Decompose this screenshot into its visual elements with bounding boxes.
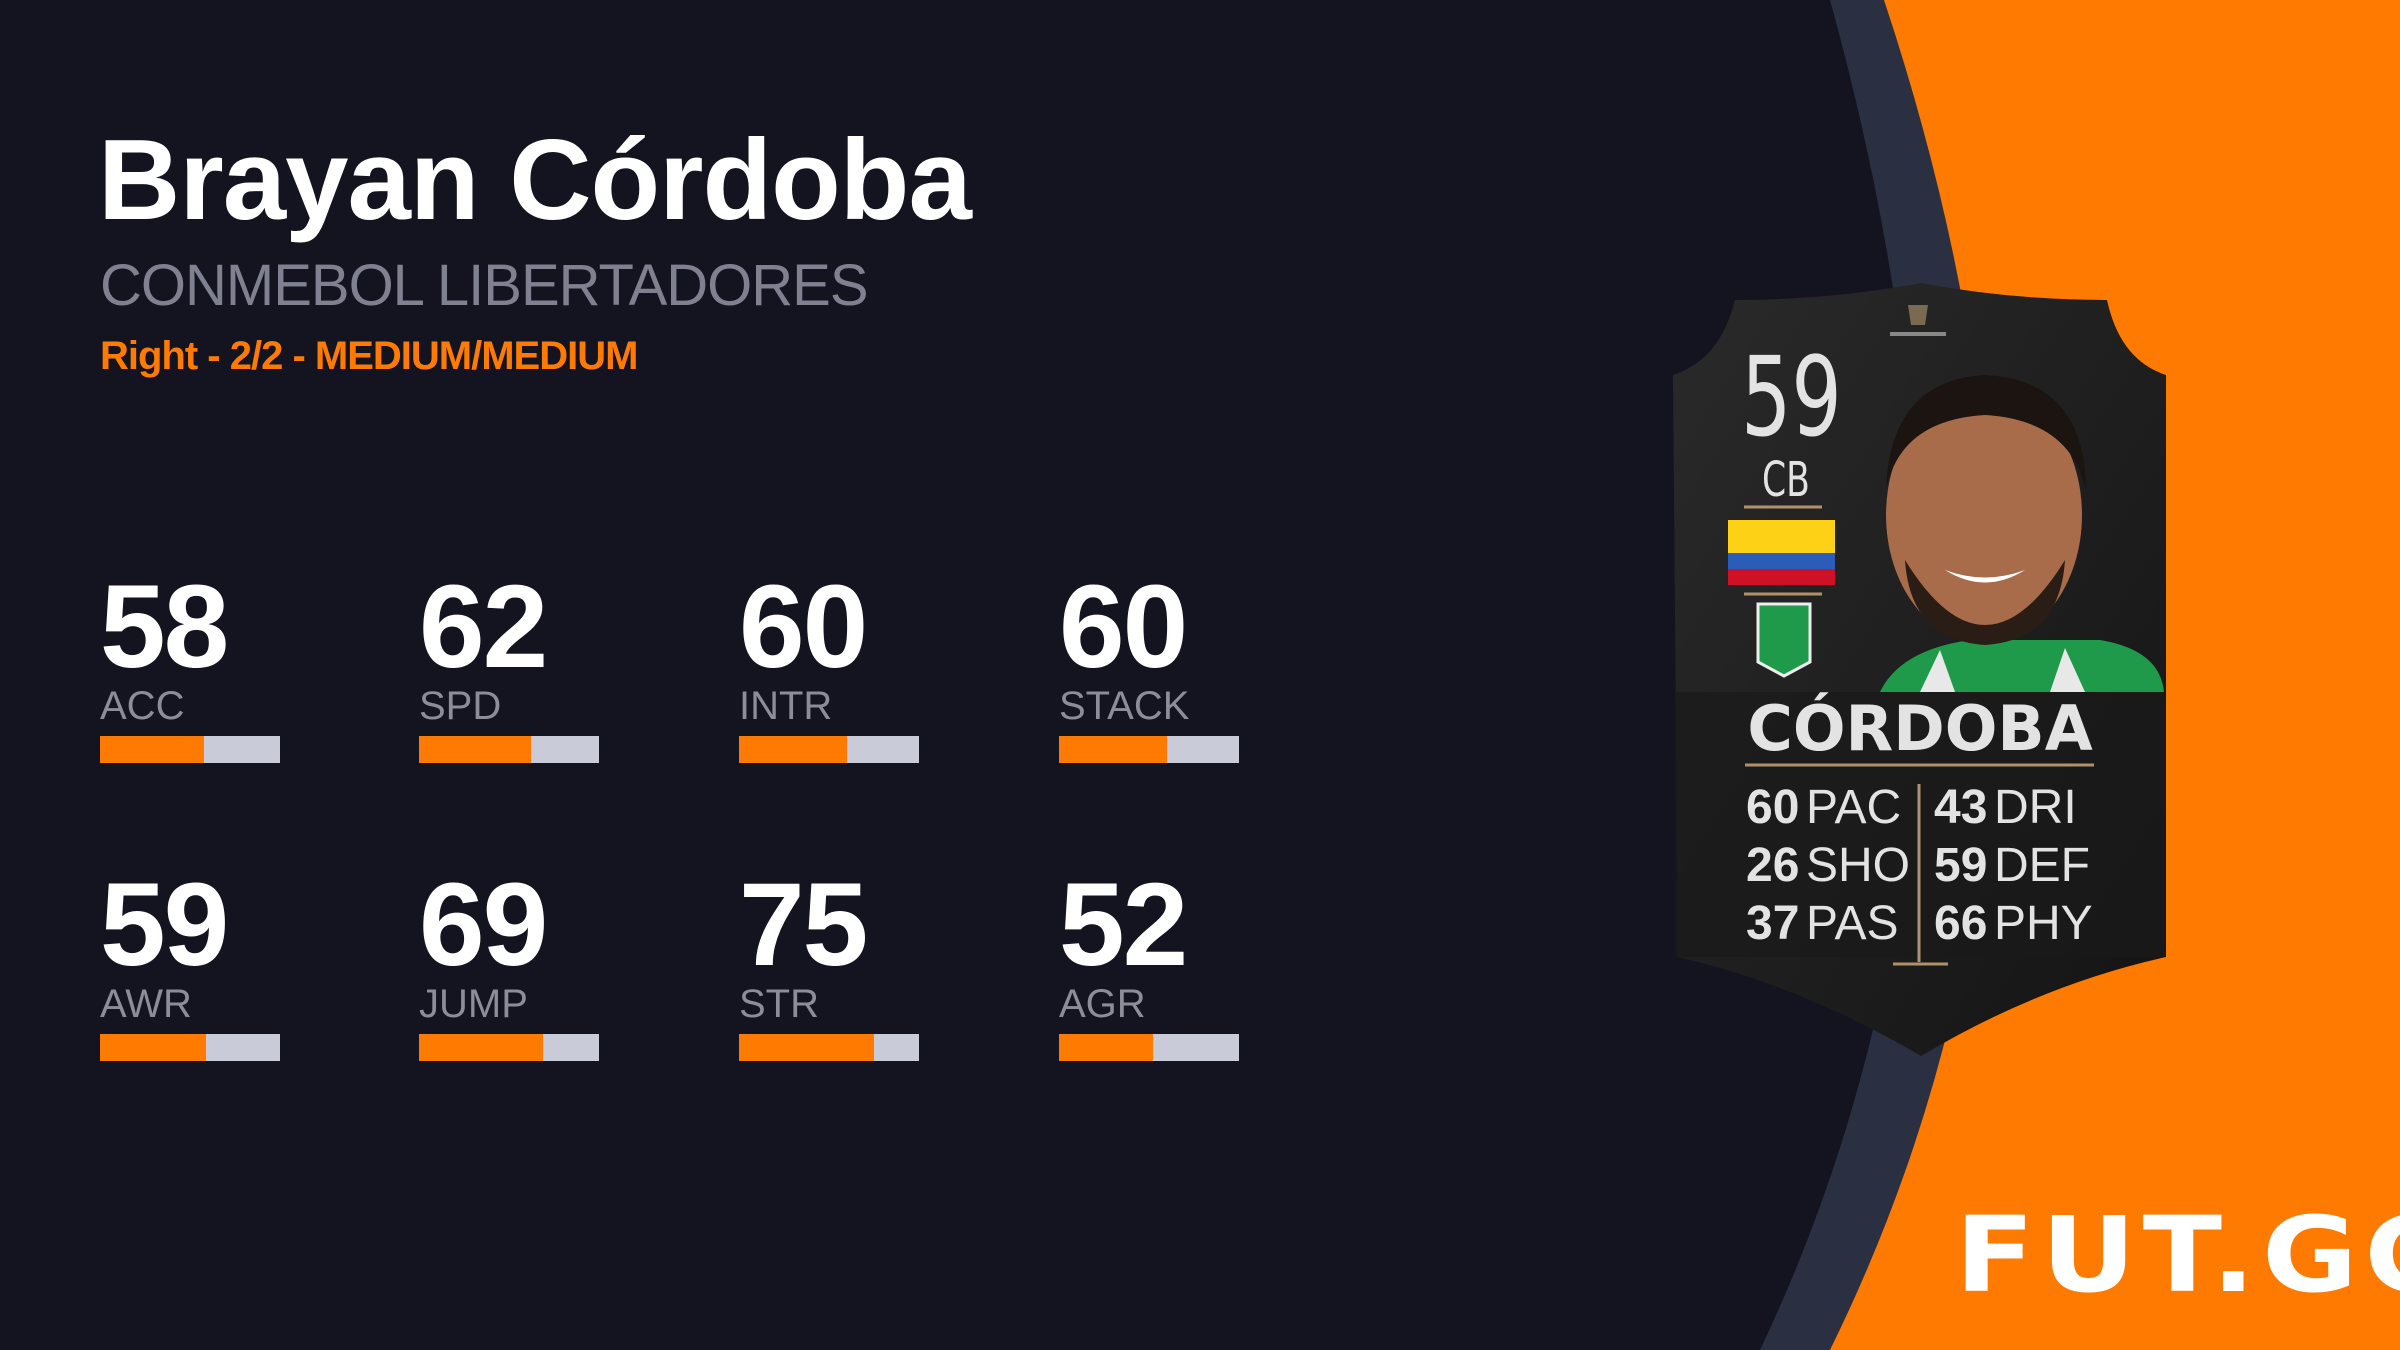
card-attr-label: DRI <box>1994 781 2077 834</box>
stat-bar-fill <box>1059 736 1167 763</box>
stat-agr: 52 AGR <box>1059 866 1239 1061</box>
stat-label: AGR <box>1059 982 1146 1026</box>
card-attr-value: 43 <box>1934 781 1988 834</box>
card-attr-label: PHY <box>1994 897 2093 950</box>
card-position: CB <box>1762 452 1810 508</box>
stat-bar-fill <box>419 736 531 763</box>
stat-bar-fill <box>1059 1034 1153 1061</box>
card-player-name: CÓRDOBA <box>1747 692 2093 765</box>
stat-bar-fill <box>419 1034 544 1061</box>
stat-bar-fill <box>100 736 205 763</box>
stat-bar <box>100 1034 280 1061</box>
colombia-flag-icon <box>1728 520 1835 585</box>
stat-label: INTR <box>739 684 833 728</box>
stat-value: 75 <box>739 859 868 991</box>
card-attr-value: 66 <box>1934 897 1988 950</box>
player-photo <box>1880 375 2164 692</box>
stat-awr: 59 AWR <box>100 866 280 1061</box>
card-type: CONMEBOL LIBERTADORES <box>100 253 869 318</box>
stat-bar-fill <box>100 1034 207 1061</box>
card-attr-value: 37 <box>1746 897 1800 950</box>
stat-label: STACK <box>1059 684 1190 728</box>
stat-stack: 60 STACK <box>1059 568 1239 763</box>
fut-gg-logo: FUT.GG <box>1955 1194 2400 1316</box>
stat-str: 75 STR <box>739 866 919 1061</box>
stat-spd: 62 SPD <box>419 568 599 763</box>
card-attr-value: 26 <box>1746 839 1800 892</box>
stat-bar-fill <box>739 736 847 763</box>
stat-value: 62 <box>419 561 548 693</box>
stat-value: 60 <box>739 561 868 693</box>
stat-label: JUMP <box>419 982 528 1026</box>
stat-intr: 60 INTR <box>739 568 919 763</box>
stat-label: AWR <box>100 982 192 1026</box>
stat-bar <box>739 1034 919 1061</box>
stat-bar <box>1059 736 1239 763</box>
stat-bar-fill <box>739 1034 874 1061</box>
stat-bar <box>100 736 280 763</box>
card-attr-value: 59 <box>1934 839 1988 892</box>
stat-label: SPD <box>419 684 502 728</box>
stat-acc: 58 ACC <box>100 568 280 763</box>
stat-bar <box>739 736 919 763</box>
club-badge-icon <box>1756 602 1812 678</box>
stat-value: 52 <box>1059 859 1188 991</box>
card-attr-value: 60 <box>1746 781 1800 834</box>
stat-value: 59 <box>100 859 229 991</box>
card-attr-label: PAC <box>1806 781 1902 834</box>
player-name: Brayan Córdoba <box>98 117 972 244</box>
stat-bar <box>419 1034 599 1061</box>
stat-label: STR <box>739 982 819 1026</box>
stat-label: ACC <box>100 684 185 728</box>
stat-value: 60 <box>1059 561 1188 693</box>
card-attr-label: SHO <box>1806 839 1911 892</box>
competition-logo-icon <box>1890 305 1946 336</box>
card-attr-label: PAS <box>1806 897 1899 950</box>
stat-bar <box>419 736 599 763</box>
stat-jump: 69 JUMP <box>419 866 599 1061</box>
card-rating: 59 <box>1741 333 1842 461</box>
card-attr-label: DEF <box>1994 839 2090 892</box>
stat-value: 58 <box>100 561 229 693</box>
stat-bar <box>1059 1034 1239 1061</box>
stat-value: 69 <box>419 859 548 991</box>
player-details: Right - 2/2 - MEDIUM/MEDIUM <box>100 334 638 378</box>
